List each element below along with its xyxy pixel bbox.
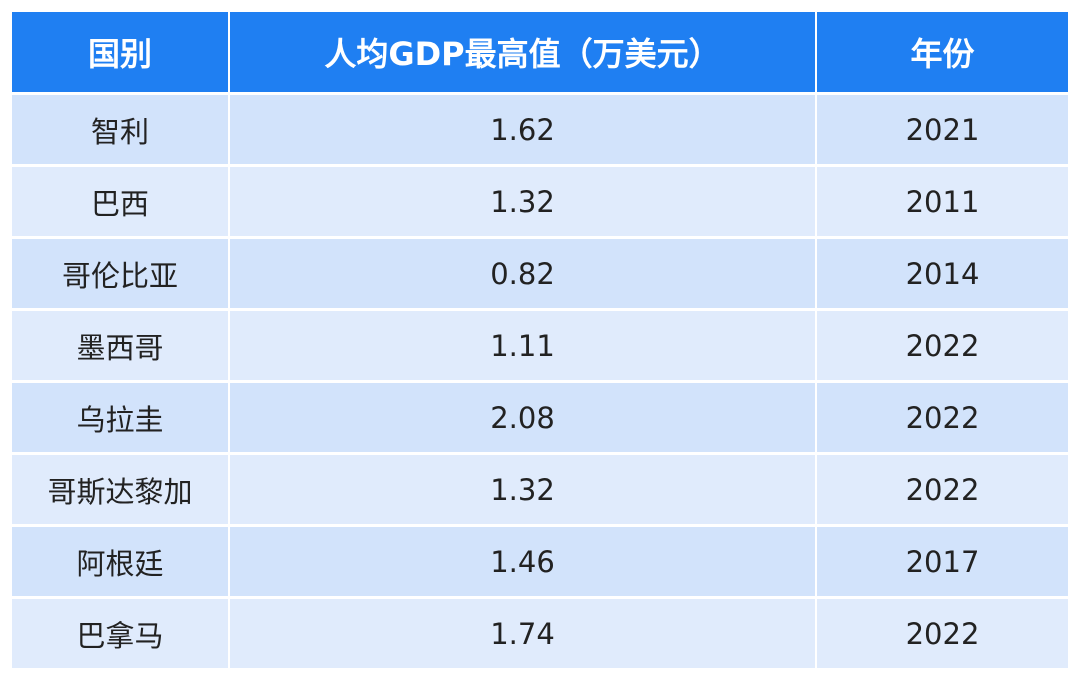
table-cell: 2022	[817, 455, 1068, 524]
table-cell: 0.82	[230, 239, 815, 308]
table-cell: 2.08	[230, 383, 815, 452]
header-cell: 年份	[817, 12, 1068, 92]
table-cell: 2017	[817, 527, 1068, 596]
table-cell: 乌拉圭	[12, 383, 228, 452]
header-cell: 国别	[12, 12, 228, 92]
table-cell: 1.46	[230, 527, 815, 596]
table-cell: 1.32	[230, 167, 815, 236]
table-cell: 2022	[817, 599, 1068, 668]
table-cell: 2021	[817, 95, 1068, 164]
table-cell: 2022	[817, 311, 1068, 380]
table-cell: 智利	[12, 95, 228, 164]
table-cell: 1.32	[230, 455, 815, 524]
table-cell: 2014	[817, 239, 1068, 308]
table-cell: 巴拿马	[12, 599, 228, 668]
header-cell: 人均GDP最高值（万美元）	[230, 12, 815, 92]
table-cell: 1.11	[230, 311, 815, 380]
table-cell: 哥斯达黎加	[12, 455, 228, 524]
table-cell: 墨西哥	[12, 311, 228, 380]
table-cell: 哥伦比亚	[12, 239, 228, 308]
table-cell: 阿根廷	[12, 527, 228, 596]
table-cell: 2022	[817, 383, 1068, 452]
table-cell: 2011	[817, 167, 1068, 236]
table-cell: 巴西	[12, 167, 228, 236]
table-cell: 1.62	[230, 95, 815, 164]
table-cell: 1.74	[230, 599, 815, 668]
